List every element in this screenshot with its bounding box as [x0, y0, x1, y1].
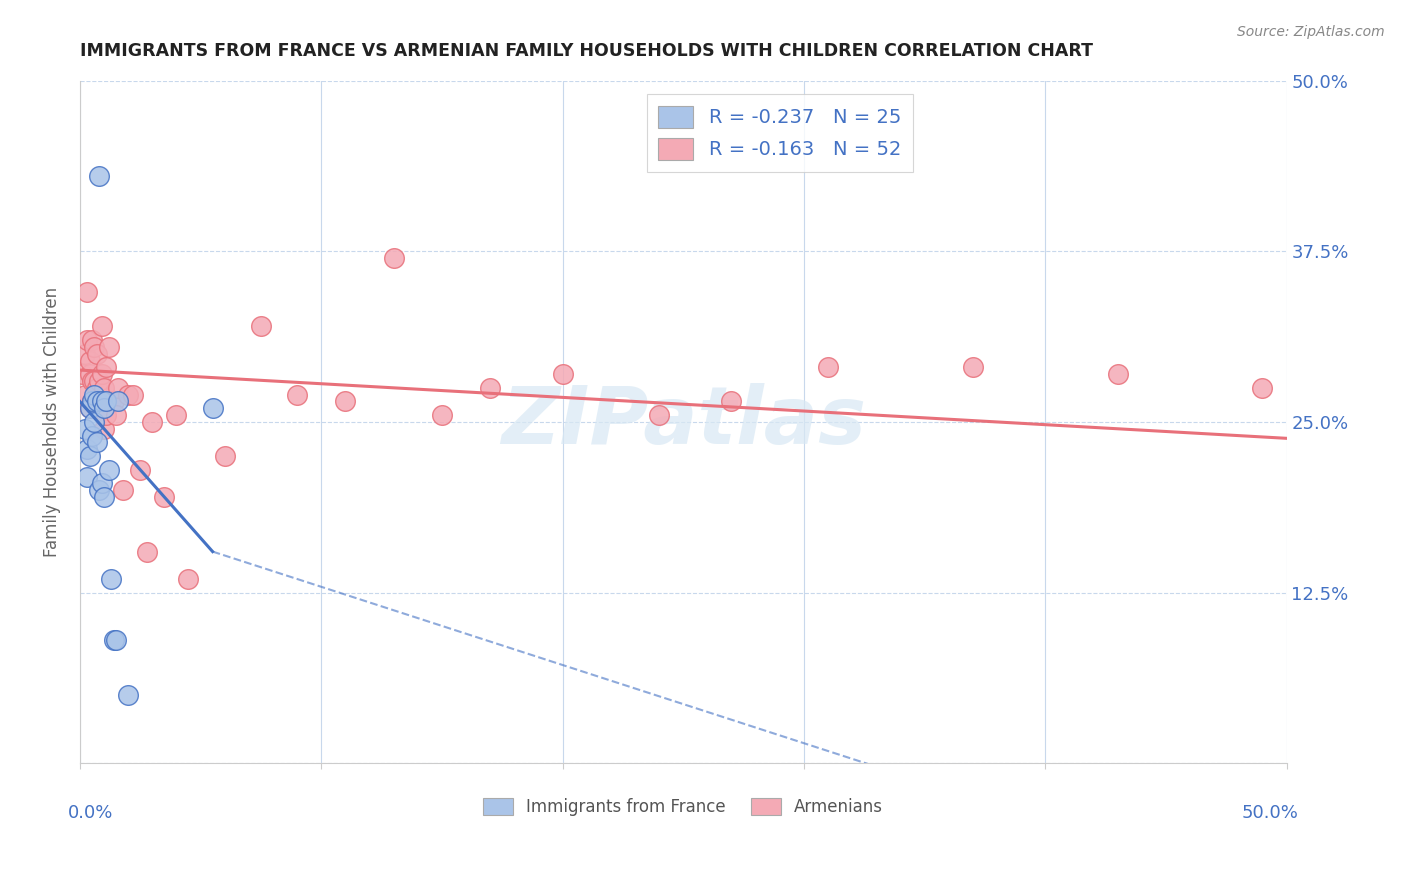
Text: 50.0%: 50.0%: [1241, 804, 1299, 822]
Point: [250, 319, 273, 334]
Point: [117, 688, 139, 702]
Point: [107, 381, 129, 395]
Point: [90, 394, 112, 409]
Point: [817, 360, 839, 375]
Text: Source: ZipAtlas.com: Source: ZipAtlas.com: [1237, 25, 1385, 39]
Point: [86, 381, 108, 395]
Point: [430, 408, 453, 422]
Point: [83, 340, 105, 354]
Point: [83, 394, 105, 409]
Point: [285, 387, 308, 401]
Point: [1107, 367, 1129, 381]
Legend: Immigrants from France, Armenians: Immigrants from France, Armenians: [477, 791, 890, 823]
Point: [90, 319, 112, 334]
Text: ZIPatlas: ZIPatlas: [501, 383, 866, 461]
Point: [96, 408, 118, 422]
Point: [93, 401, 115, 416]
Point: [100, 572, 122, 586]
Point: [153, 490, 176, 504]
Point: [165, 408, 187, 422]
Point: [76, 333, 98, 347]
Point: [93, 381, 115, 395]
Point: [72, 367, 94, 381]
Point: [141, 415, 163, 429]
Point: [93, 490, 115, 504]
Point: [83, 415, 105, 429]
Point: [80, 374, 103, 388]
Point: [103, 394, 125, 409]
Point: [80, 333, 103, 347]
Point: [90, 367, 112, 381]
Point: [96, 360, 118, 375]
Point: [97, 340, 120, 354]
Point: [962, 360, 984, 375]
Point: [83, 387, 105, 401]
Point: [382, 251, 405, 265]
Point: [551, 367, 574, 381]
Point: [720, 394, 742, 409]
Point: [648, 408, 671, 422]
Point: [89, 169, 111, 184]
Point: [90, 476, 112, 491]
Point: [79, 449, 101, 463]
Point: [89, 483, 111, 498]
Point: [335, 394, 357, 409]
Point: [79, 401, 101, 416]
Y-axis label: Family Households with Children: Family Households with Children: [44, 287, 60, 557]
Point: [76, 469, 98, 483]
Point: [122, 387, 145, 401]
Point: [73, 387, 96, 401]
Point: [201, 401, 224, 416]
Text: 0.0%: 0.0%: [67, 804, 112, 822]
Point: [86, 347, 108, 361]
Point: [107, 394, 129, 409]
Point: [76, 285, 98, 300]
Point: [117, 387, 139, 401]
Point: [73, 422, 96, 436]
Point: [100, 394, 122, 409]
Point: [79, 367, 101, 381]
Point: [97, 463, 120, 477]
Point: [76, 442, 98, 457]
Point: [177, 572, 200, 586]
Point: [80, 394, 103, 409]
Point: [89, 394, 111, 409]
Point: [112, 483, 135, 498]
Point: [93, 422, 115, 436]
Point: [83, 374, 105, 388]
Point: [136, 544, 159, 558]
Point: [96, 394, 118, 409]
Point: [105, 408, 128, 422]
Point: [86, 435, 108, 450]
Point: [86, 394, 108, 409]
Point: [214, 449, 236, 463]
Point: [1251, 381, 1274, 395]
Point: [80, 394, 103, 409]
Point: [73, 347, 96, 361]
Point: [105, 633, 128, 648]
Point: [103, 633, 125, 648]
Point: [129, 463, 152, 477]
Point: [479, 381, 502, 395]
Point: [89, 374, 111, 388]
Point: [80, 428, 103, 442]
Point: [79, 401, 101, 416]
Point: [79, 353, 101, 368]
Text: IMMIGRANTS FROM FRANCE VS ARMENIAN FAMILY HOUSEHOLDS WITH CHILDREN CORRELATION C: IMMIGRANTS FROM FRANCE VS ARMENIAN FAMIL…: [80, 42, 1092, 60]
